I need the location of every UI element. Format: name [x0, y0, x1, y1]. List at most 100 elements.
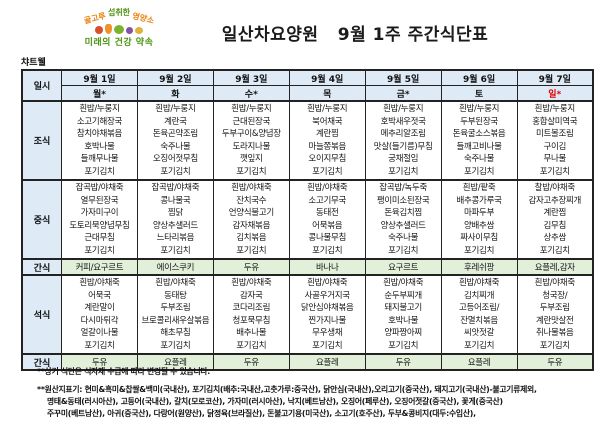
menu-item: 포기김치: [84, 340, 115, 351]
menu-item: 북어채국: [312, 116, 343, 127]
menu-table: 일시 9월 1일 9월 2일 9월 3일 9월 4일 9월 5일 9월 6일 9월 7일 월* 화…: [21, 69, 594, 371]
breakfast-cell: 흰밥/누룽지 계란국 돈육곤약조림 숙주나물 오징어젓무침 포기김치: [136, 100, 214, 181]
menu-item: 마파두부: [464, 208, 495, 218]
breakfast-cell: 흰밥/누룽지 근대된장국 두부구이&양념장 도라지나물 깻잎지 포기김치: [212, 100, 290, 181]
menu-item: 흰밥/야채죽: [79, 278, 120, 288]
day-header: 금*: [364, 85, 442, 102]
day-header: 토: [440, 85, 518, 102]
snack2-cell: 요플레: [136, 353, 214, 371]
menu-item: 김치볶음: [236, 233, 267, 243]
menu-item: 돈육굴소스볶음: [452, 129, 506, 139]
menu-item: 궁채절임: [388, 154, 419, 164]
notes: **상기 식단은 식자재 수급에 따라 변경될 수 있습니다. **원산지표기: …: [37, 366, 537, 420]
menu-item: 포기김치: [236, 340, 267, 351]
breakfast-cell: 흰밥/누룽지 두부된장국 돈육굴소스볶음 들깨고비나물 숙주나물 포기김치: [440, 100, 518, 181]
menu-item: 어묵볶음: [312, 220, 343, 231]
snack1-cell: 요플레,감자: [516, 258, 594, 276]
menu-item: 양상추샐러드: [380, 220, 426, 231]
menu-item: 무우생채: [312, 328, 343, 338]
menu-item: 오이지무침: [308, 154, 347, 164]
menu-item: 동태전: [315, 208, 339, 218]
row-label-snack1: 간식: [21, 258, 62, 276]
menu-item: 흰밥/누룽지: [383, 104, 424, 114]
day-header: 수*: [212, 85, 290, 102]
menu-item: 숙주나물: [160, 141, 191, 152]
chartwell-label: 챠트웰: [21, 58, 46, 68]
menu-item: 포기김치: [388, 245, 419, 256]
menu-item: 감자국: [240, 290, 263, 301]
menu-item: 포기김치: [464, 340, 495, 351]
page-title: 일산차요양원 9월 1주 주간식단표: [221, 25, 489, 45]
menu-item: 김치찌개: [464, 290, 495, 301]
menu-item: 포기김치: [160, 166, 191, 177]
snack1-cell: 후레쉬팡: [440, 258, 518, 276]
menu-item: 해초무침: [160, 328, 191, 338]
logo-arc-text: 골고루 섭취한 영양소: [56, 8, 182, 25]
menu-item: 숙주나물: [388, 233, 419, 243]
date-header: 9월 6일: [440, 69, 518, 86]
breakfast-cell: 흰밥/누룽지 소고기해장국 참치야채볶음 호박나물 들깨무나물 포기김치: [61, 100, 138, 181]
breakfast-cell: 흰밥/누룽지 북어채국 계란찜 마늘쫑볶음 오이지무침 포기김치: [288, 100, 366, 181]
menu-item: 흰밥/야채죽: [534, 278, 575, 288]
menu-item: 호박새우젓국: [380, 116, 426, 127]
snack1-cell: 에이스쿠키: [136, 258, 214, 276]
menu-item: 포기김치: [160, 340, 191, 351]
menu-item: 흰밥/야채죽: [383, 278, 424, 288]
lunch-cell: 찰밥/야채죽 감자고추장찌개 계란찜 김무침 상추쌈 포기김치: [516, 179, 594, 260]
date-header: 9월 5일: [364, 69, 442, 86]
menu-item: 얼갈이나물: [80, 328, 119, 338]
snack2-cell: 두유: [516, 353, 594, 371]
carrot-icon: [105, 24, 112, 34]
menu-item: 흰밥/야채죽: [307, 183, 348, 193]
menu-item: 잡곡밥/야채죽: [151, 183, 200, 193]
menu-item: 흰밥/야채죽: [155, 278, 196, 288]
menu-item: 구이김: [543, 141, 567, 152]
menu-item: 돈육김치찜: [384, 208, 422, 218]
menu-item: 흰밥/누룽지: [155, 104, 196, 114]
corner-label-ilsi: 일시: [21, 69, 62, 102]
menu-item: 마늘쫑볶음: [308, 141, 347, 152]
day-header: 화: [136, 85, 214, 102]
menu-item: 포기김치: [236, 245, 267, 256]
menu-item: 배추콩가루국: [456, 195, 502, 206]
menu-item: 숙주나물: [464, 154, 495, 164]
snack1-cell: 요구르트: [364, 258, 442, 276]
menu-item: 호박나물: [84, 141, 115, 152]
menu-item: 돼지불고기: [384, 303, 422, 313]
dinner-cell: 흰밥/야채죽 순두부찌개 돼지불고기 호박나물 양파짱아찌 포기김치: [364, 274, 442, 355]
breakfast-cell: 흰밥/누룽지 홍합살미역국 미트볼조림 구이김 무나물 포기김치: [516, 100, 594, 181]
menu-item: 흰밥/팥죽: [462, 183, 496, 193]
menu-item: 계란맛살전: [535, 315, 574, 326]
lunch-cell: 잡곡밥/야채죽 콩나물국 찜닭 양상추샐러드 느타리볶음 포기김치: [136, 179, 214, 260]
menu-item: 들깨고비나물: [456, 141, 502, 152]
menu-item: 포기김치: [388, 340, 419, 351]
menu-item: 찐가지나물: [308, 315, 347, 326]
dinner-cell: 흰밥/야채죽 어묵국 계란말이 다시마튀각 얼갈이나물 포기김치: [61, 274, 138, 355]
menu-item: 배추나물: [236, 328, 267, 338]
menu-item: 양상추샐러드: [152, 220, 198, 231]
grape-icon: [126, 27, 133, 34]
menu-item: 흰밥/누룽지: [307, 104, 348, 114]
snack2-cell: 두유: [61, 353, 138, 371]
date-header: 9월 3일: [212, 69, 290, 86]
menu-item: 포기김치: [464, 166, 495, 177]
menu-item: 두부조림: [539, 303, 570, 313]
menu-item: 소고기해장국: [76, 116, 123, 127]
menu-item: 흰밥/야채죽: [307, 278, 348, 288]
menu-item: 무나물: [543, 154, 567, 164]
menu-item: 포기김치: [539, 245, 570, 256]
snack1-cell: 두유: [212, 258, 290, 276]
note-line: 주꾸미(베트남산), 아귀(중국산), 다랑어(원양산), 닭정육(브라질산),…: [47, 409, 476, 418]
menu-item: 도토리묵양념무침: [69, 220, 130, 231]
menu-item: 참치야채볶음: [76, 129, 123, 139]
menu-item: 콩나물국: [160, 195, 191, 206]
day-header: 일*: [516, 85, 594, 102]
tomato-icon: [95, 26, 103, 34]
menu-item: 흰밥/야채죽: [231, 183, 272, 193]
row-label-breakfast: 조식: [21, 100, 62, 181]
menu-item: 흰밥/누룽지: [458, 104, 500, 114]
menu-item: 흰밥/누룽지: [79, 104, 120, 114]
lunch-cell: 흰밥/야채죽 소고기무국 동태전 어묵볶음 콩나물무침 포기김치: [288, 179, 366, 260]
menu-item: 포기김치: [312, 166, 343, 177]
